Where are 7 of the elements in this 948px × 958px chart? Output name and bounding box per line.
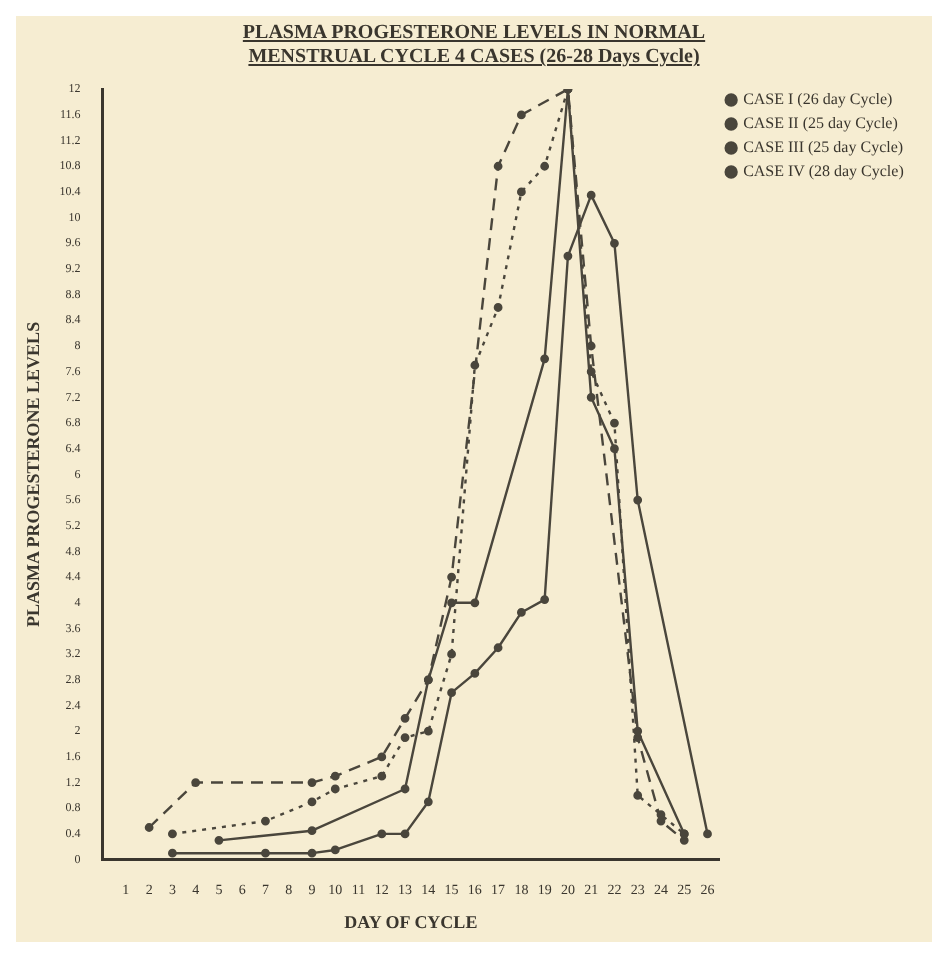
y-axis-title: PLASMA PROGESTERONE LEVELS [23, 321, 44, 627]
chart-title: PLASMA PROGESTERONE LEVELS IN NORMAL MENSTRUAL CYCLE 4 CASES (26-28 Days Cycle) [240, 22, 708, 70]
legend-label: CASE I (26 day Cycle) [743, 90, 894, 109]
legend-label: CASE II (25 day Cycle) [743, 114, 899, 133]
x-axis-title: DAY OF CYCLE [344, 911, 478, 932]
legend-label: CASE III (25 day Cycle) [743, 138, 904, 157]
legend-label: CASE IV (28 day Cycle) [743, 162, 905, 181]
